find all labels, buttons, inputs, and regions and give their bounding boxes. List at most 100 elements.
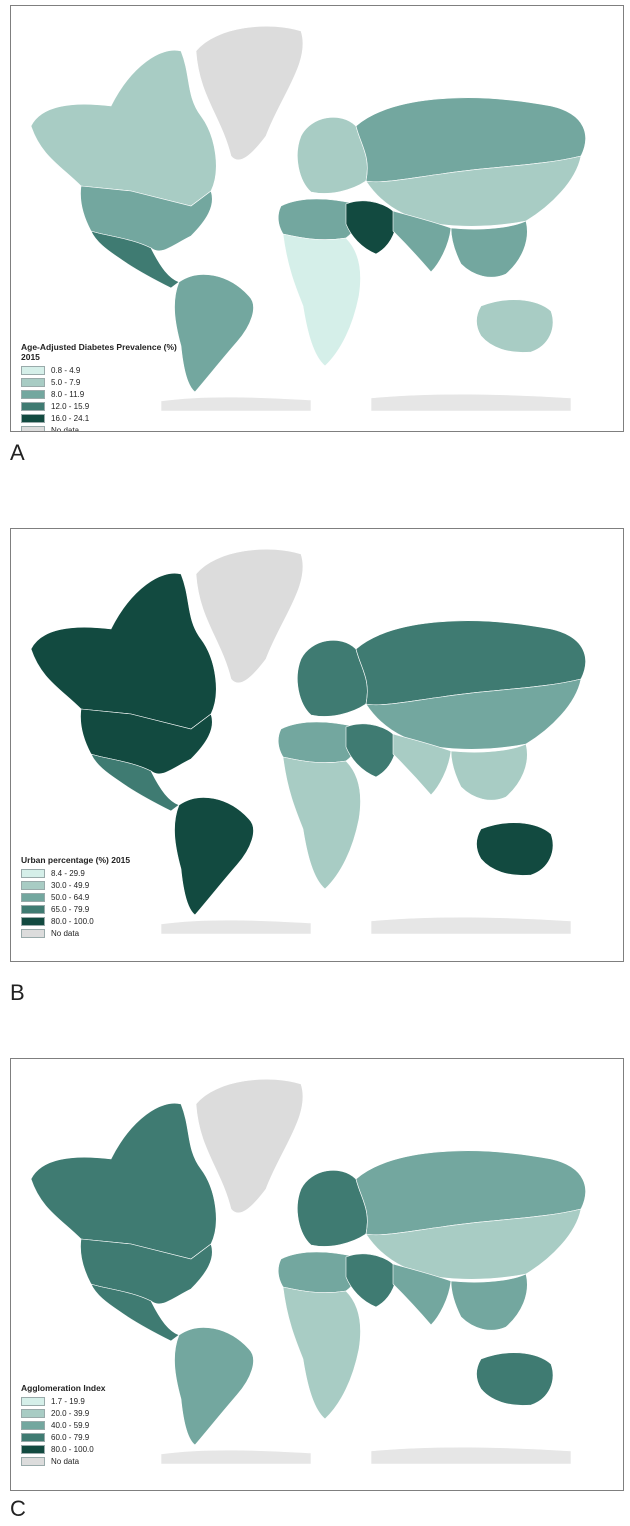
legend-item: 40.0 - 59.9	[21, 1419, 106, 1431]
region-africa	[282, 756, 361, 890]
world-map-b	[30, 548, 586, 935]
region-south-asia	[392, 1263, 452, 1326]
legend-swatch	[21, 425, 45, 431]
region-australia	[476, 299, 554, 353]
legend-item: 30.0 - 49.9	[21, 879, 130, 891]
legend-item: 8.4 - 29.9	[21, 867, 130, 879]
legend-item: 60.0 - 79.9	[21, 1431, 106, 1443]
legend-item: 1.7 - 19.9	[21, 1395, 106, 1407]
map-panel-b: Urban percentage (%) 2015 8.4 - 29.9 30.0…	[10, 528, 624, 962]
region-australia	[476, 822, 554, 876]
legend-item: 5.0 - 7.9	[21, 376, 196, 388]
legend-swatch	[21, 1432, 45, 1442]
panel-letter-a: A	[10, 440, 25, 465]
legend-title: Urban percentage (%) 2015	[21, 855, 131, 865]
map-panel-c: Agglomeration Index 1.7 - 19.9 20.0 - 39.…	[10, 1058, 624, 1491]
region-africa	[282, 1286, 361, 1420]
region-africa	[282, 233, 361, 367]
legend-item: 16.0 - 24.1	[21, 412, 196, 424]
legend-item: No data	[21, 424, 196, 432]
region-north-america	[30, 1102, 217, 1260]
region-south-america	[174, 1327, 254, 1446]
region-south-america	[174, 274, 254, 393]
legend-swatch	[21, 880, 45, 890]
region-se-asia	[450, 743, 528, 801]
region-middle-east	[345, 1253, 397, 1308]
legend-swatch	[21, 1420, 45, 1430]
legend-item: 80.0 - 100.0	[21, 915, 130, 927]
region-greenland	[195, 1078, 304, 1214]
legend-swatch	[21, 1444, 45, 1454]
legend-label: 80.0 - 100.0	[51, 916, 94, 926]
legend-swatch	[21, 413, 45, 423]
region-se-asia	[450, 1273, 528, 1331]
legend-label: 1.7 - 19.9	[51, 1396, 85, 1406]
region-greenland	[195, 548, 304, 684]
legend-label: 50.0 - 64.9	[51, 892, 90, 902]
legend-c: Agglomeration Index 1.7 - 19.9 20.0 - 39.…	[21, 1383, 106, 1467]
region-antarctica	[160, 393, 572, 412]
legend-label: No data	[51, 928, 80, 938]
region-australia	[476, 1352, 554, 1406]
region-usa	[80, 708, 213, 775]
panel-letter-c: C	[10, 1496, 26, 1521]
legend-swatch	[21, 928, 45, 938]
region-antarctica	[160, 1446, 572, 1465]
legend-swatch	[21, 365, 45, 375]
legend-swatch	[21, 1408, 45, 1418]
legend-label: 20.0 - 39.9	[51, 1408, 90, 1418]
region-south-america	[174, 797, 254, 916]
region-north-america	[30, 49, 217, 207]
legend-swatch	[21, 868, 45, 878]
region-south-asia	[392, 733, 452, 796]
legend-label: 12.0 - 15.9	[51, 401, 90, 411]
legend-item: 20.0 - 39.9	[21, 1407, 106, 1419]
legend-swatch	[21, 401, 45, 411]
legend-swatch	[21, 1456, 45, 1466]
region-middle-east	[345, 200, 397, 255]
region-greenland	[195, 25, 304, 161]
legend-swatch	[21, 916, 45, 926]
region-se-asia	[450, 220, 528, 278]
legend-label: 0.8 - 4.9	[51, 365, 81, 375]
legend-b: Urban percentage (%) 2015 8.4 - 29.9 30.0…	[21, 855, 130, 939]
legend-label: 65.0 - 79.9	[51, 904, 90, 914]
legend-label: 5.0 - 7.9	[51, 377, 81, 387]
legend-label: 8.4 - 29.9	[51, 868, 85, 878]
region-north-america	[30, 572, 217, 730]
region-mexico	[90, 1283, 180, 1342]
legend-swatch	[21, 389, 45, 399]
region-south-asia	[392, 210, 452, 273]
legend-item: 0.8 - 4.9	[21, 364, 196, 376]
legend-label: 80.0 - 100.0	[51, 1444, 94, 1454]
legend-label: 16.0 - 24.1	[51, 413, 90, 423]
legend-item: No data	[21, 1455, 106, 1467]
world-map-c	[30, 1078, 586, 1465]
legend-swatch	[21, 904, 45, 914]
legend-label: 8.0 - 11.9	[51, 389, 85, 399]
region-usa	[80, 185, 213, 252]
legend-a: Age-Adjusted Diabetes Prevalence (%) 201…	[21, 342, 196, 432]
legend-item: 65.0 - 79.9	[21, 903, 130, 915]
legend-label: No data	[51, 425, 80, 432]
legend-label: 30.0 - 49.9	[51, 880, 90, 890]
legend-title: Agglomeration Index	[21, 1383, 106, 1393]
legend-swatch	[21, 377, 45, 387]
legend-label: 40.0 - 59.9	[51, 1420, 90, 1430]
legend-swatch	[21, 892, 45, 902]
legend-swatch	[21, 1396, 45, 1406]
map-panel-a: Age-Adjusted Diabetes Prevalence (%) 201…	[10, 5, 624, 432]
region-antarctica	[160, 916, 572, 935]
region-middle-east	[345, 723, 397, 778]
legend-label: No data	[51, 1456, 80, 1466]
panel-letter-b: B	[10, 980, 25, 1005]
legend-item: 80.0 - 100.0	[21, 1443, 106, 1455]
legend-title: Age-Adjusted Diabetes Prevalence (%) 201…	[21, 342, 177, 362]
legend-item: 8.0 - 11.9	[21, 388, 196, 400]
legend-label: 60.0 - 79.9	[51, 1432, 90, 1442]
region-mexico	[90, 753, 180, 812]
legend-item: 12.0 - 15.9	[21, 400, 196, 412]
legend-item: No data	[21, 927, 130, 939]
region-mexico	[90, 230, 180, 289]
world-map-a	[30, 25, 586, 412]
